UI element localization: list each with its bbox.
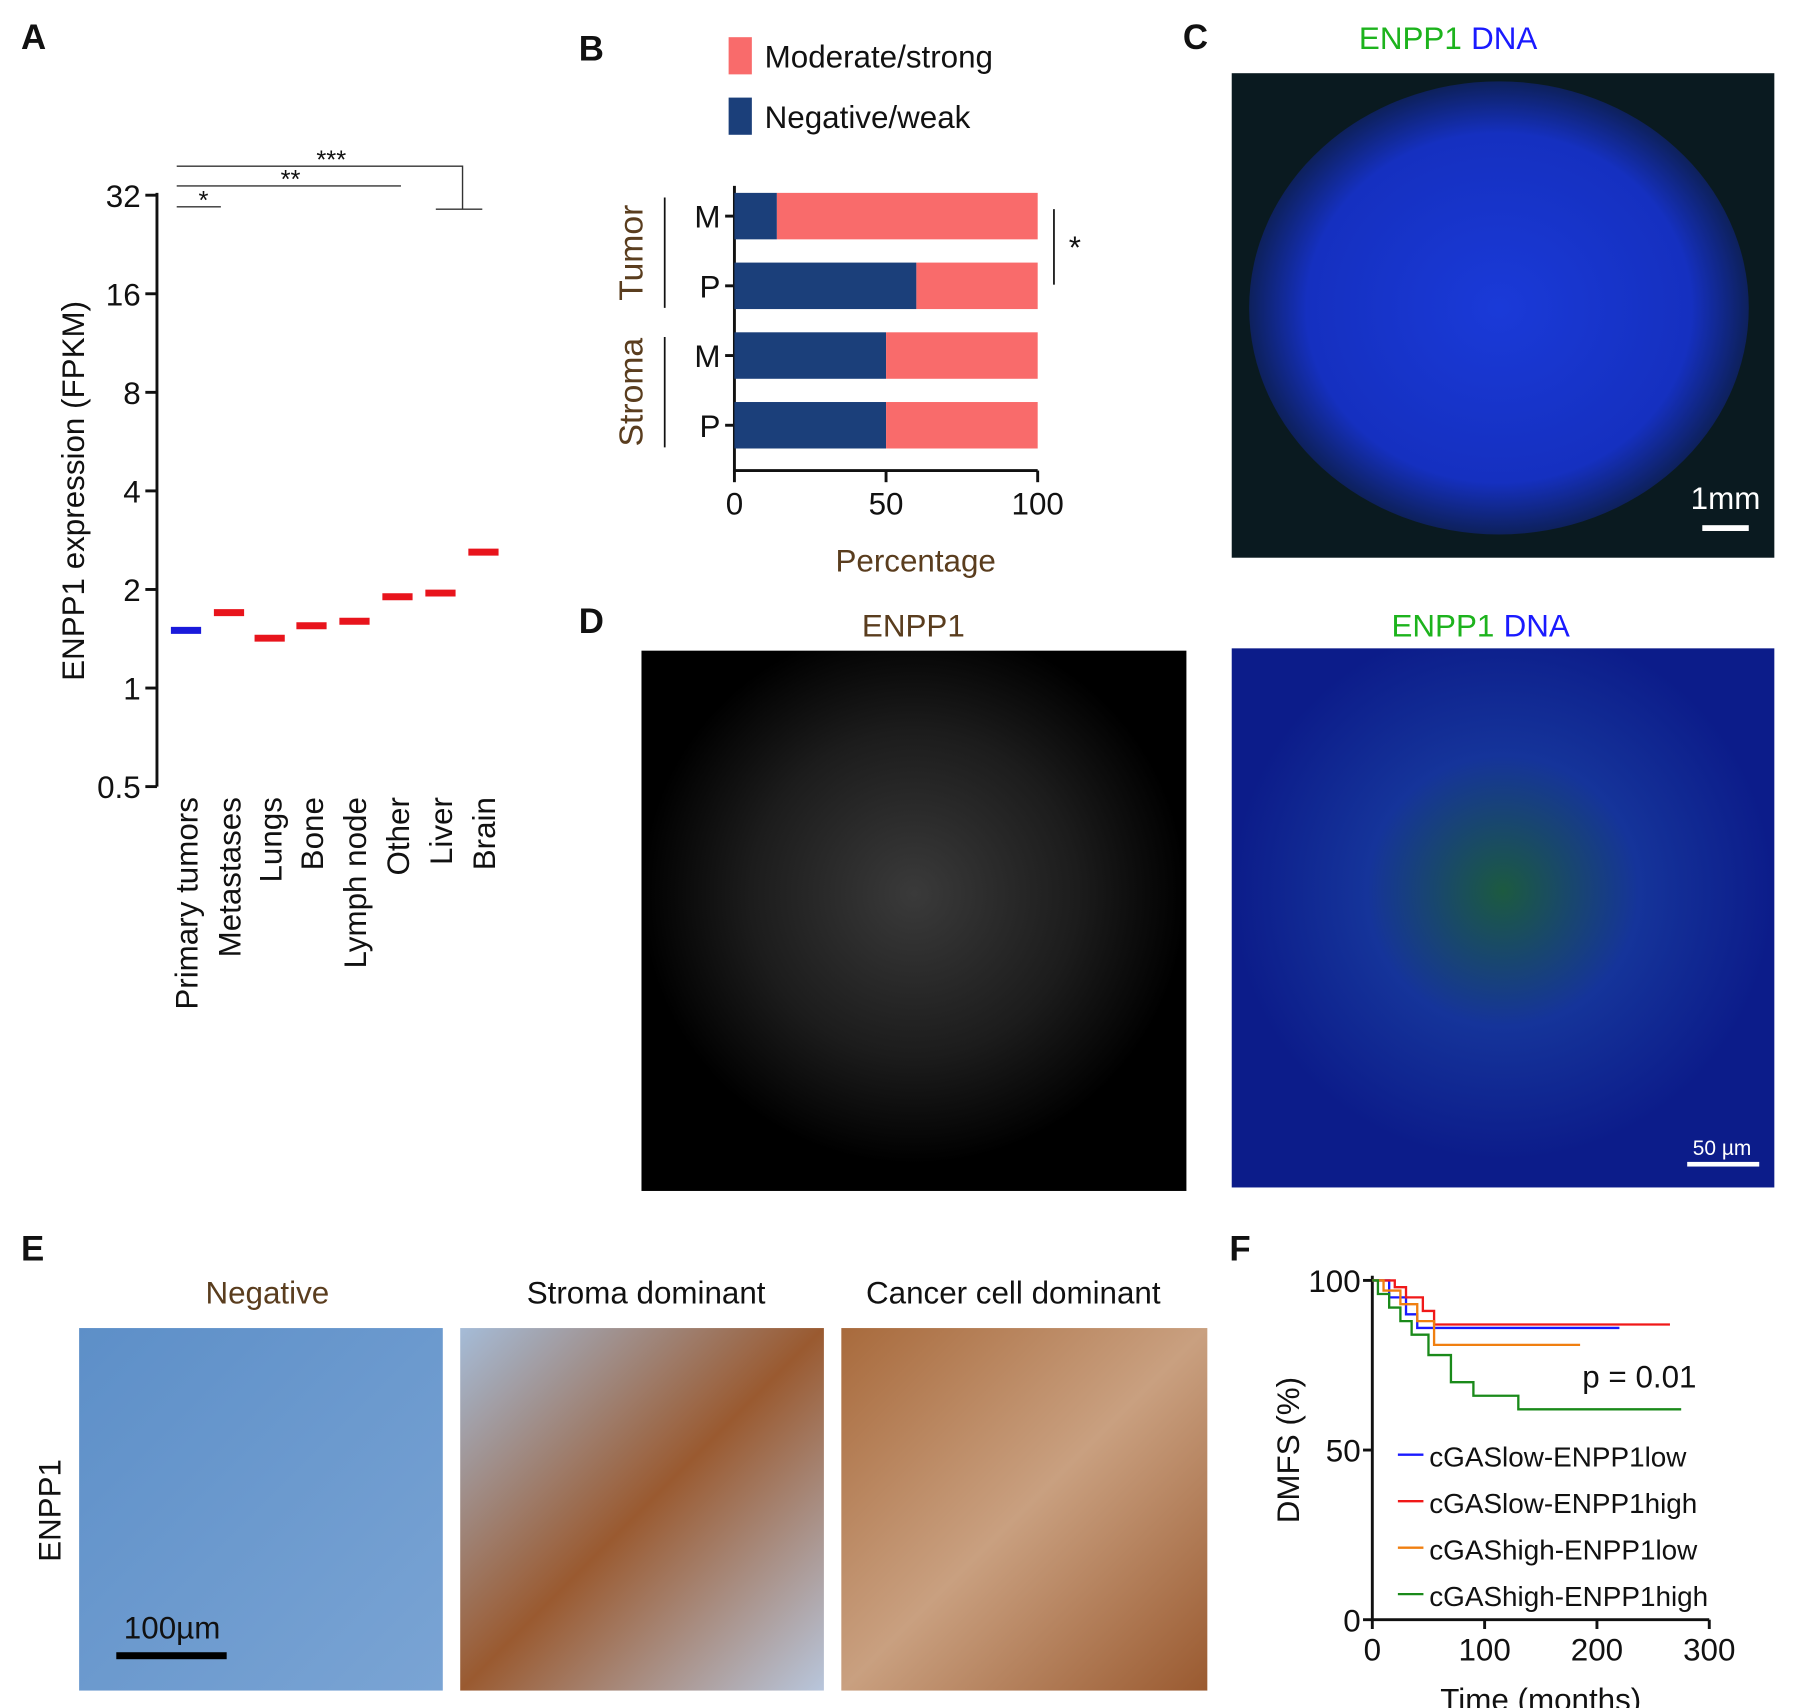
x-tick-label: 100 xyxy=(1458,1632,1510,1667)
image-title: ENPP1 xyxy=(1359,21,1462,56)
bar-segment xyxy=(734,402,887,449)
legend-label: cGAShigh-ENPP1high xyxy=(1429,1581,1708,1612)
y-tick-label: 2 xyxy=(123,573,140,608)
y-tick-label: M xyxy=(694,200,720,235)
image xyxy=(641,650,1187,1191)
panel-label: C xyxy=(1183,18,1208,57)
image-title: ENPP1 xyxy=(1391,609,1494,644)
x-axis-label: Time (months) xyxy=(1440,1682,1641,1708)
significance xyxy=(176,165,483,210)
x-tick-label: Lymph node xyxy=(338,797,373,968)
scale-bar xyxy=(116,1652,227,1660)
y-tick-label: 1 xyxy=(123,672,140,707)
x-tick-label: Lungs xyxy=(253,797,288,882)
survival-curve xyxy=(1372,1279,1670,1326)
panel-label: B xyxy=(579,29,604,68)
annotation: * xyxy=(1069,230,1081,265)
x-tick-label: 50 xyxy=(869,487,904,522)
y-axis-label: DMFS (%) xyxy=(1271,1377,1306,1523)
x-axis-label: Percentage xyxy=(835,544,995,579)
legend-label: Negative/weak xyxy=(765,100,971,135)
bar-segment xyxy=(776,192,1038,240)
legend-label: Moderate/strong xyxy=(765,39,993,74)
x-tick-label: Other xyxy=(381,797,416,875)
x-tick-label: 0 xyxy=(726,487,743,522)
image-title: Negative xyxy=(205,1276,329,1311)
legend-label: cGASlow-ENPP1high xyxy=(1429,1488,1697,1519)
x-tick-label: 300 xyxy=(1683,1632,1735,1667)
x-tick-label: 100 xyxy=(1012,487,1064,522)
bar-segment xyxy=(916,262,1038,310)
y-tick-label: P xyxy=(700,409,721,444)
scale-label: 100µm xyxy=(124,1610,221,1645)
scale-bar xyxy=(1702,525,1749,531)
bar-segment xyxy=(734,262,917,310)
y-tick-label: 8 xyxy=(123,376,140,411)
image-title: DNA xyxy=(1471,21,1537,56)
image-title: Cancer cell dominant xyxy=(866,1276,1161,1311)
image-tissue xyxy=(1249,81,1749,535)
panel-label: F xyxy=(1229,1230,1250,1269)
bar-segment xyxy=(886,402,1038,449)
x-tick-label: Primary tumors xyxy=(170,797,205,1010)
y-tick-label: 50 xyxy=(1326,1434,1361,1469)
x-tick-label: 200 xyxy=(1571,1632,1623,1667)
y-tick-label: 16 xyxy=(106,277,141,312)
image-title: Stroma dominant xyxy=(527,1276,766,1311)
y-tick-label: P xyxy=(700,269,721,304)
legend-swatch xyxy=(728,37,752,75)
annotation: * xyxy=(198,187,208,215)
x-tick-label: Brain xyxy=(467,797,502,870)
y-tick-label: 0 xyxy=(1343,1603,1360,1638)
panel-label: A xyxy=(21,18,46,57)
legend-label: cGASlow-ENPP1low xyxy=(1429,1441,1687,1472)
image xyxy=(841,1328,1208,1691)
image xyxy=(79,1328,443,1691)
group-label: Tumor xyxy=(614,205,651,301)
row-label: ENPP1 xyxy=(33,1459,68,1562)
group-label: Stroma xyxy=(614,338,651,447)
y-tick-label: 4 xyxy=(123,475,140,510)
legend-label: cGAShigh-ENPP1low xyxy=(1429,1534,1698,1565)
annotation: *** xyxy=(316,146,346,174)
x-tick-label: Liver xyxy=(424,797,459,865)
y-tick-label: 0.5 xyxy=(97,770,141,805)
legend-swatch xyxy=(728,97,752,135)
image xyxy=(460,1328,824,1691)
image-title: ENPP1 xyxy=(862,609,965,644)
y-axis-label: ENPP1 expression (FPKM) xyxy=(56,301,91,681)
annotation: p = 0.01 xyxy=(1582,1359,1696,1394)
x-tick-label: Bone xyxy=(295,797,330,870)
scale-label: 50 µm xyxy=(1693,1137,1752,1160)
annotation: ** xyxy=(281,166,301,194)
bar-segment xyxy=(734,192,777,240)
y-tick-label: 100 xyxy=(1308,1264,1360,1299)
survival-curve xyxy=(1372,1279,1620,1330)
panel-label: D xyxy=(579,602,604,641)
bar-segment xyxy=(734,332,887,379)
image xyxy=(1231,648,1775,1188)
scale-bar xyxy=(1687,1161,1760,1167)
x-tick-label: Metastases xyxy=(213,797,248,957)
survival-curve xyxy=(1372,1279,1581,1347)
x-tick-label: 0 xyxy=(1364,1632,1381,1667)
panel-label: E xyxy=(21,1230,44,1269)
y-tick-label: 32 xyxy=(106,179,141,214)
bar-segment xyxy=(886,332,1038,379)
scale-label: 1mm xyxy=(1691,481,1761,516)
survival-curve xyxy=(1372,1279,1682,1411)
y-tick-label: M xyxy=(694,339,720,374)
image-title: DNA xyxy=(1504,609,1570,644)
